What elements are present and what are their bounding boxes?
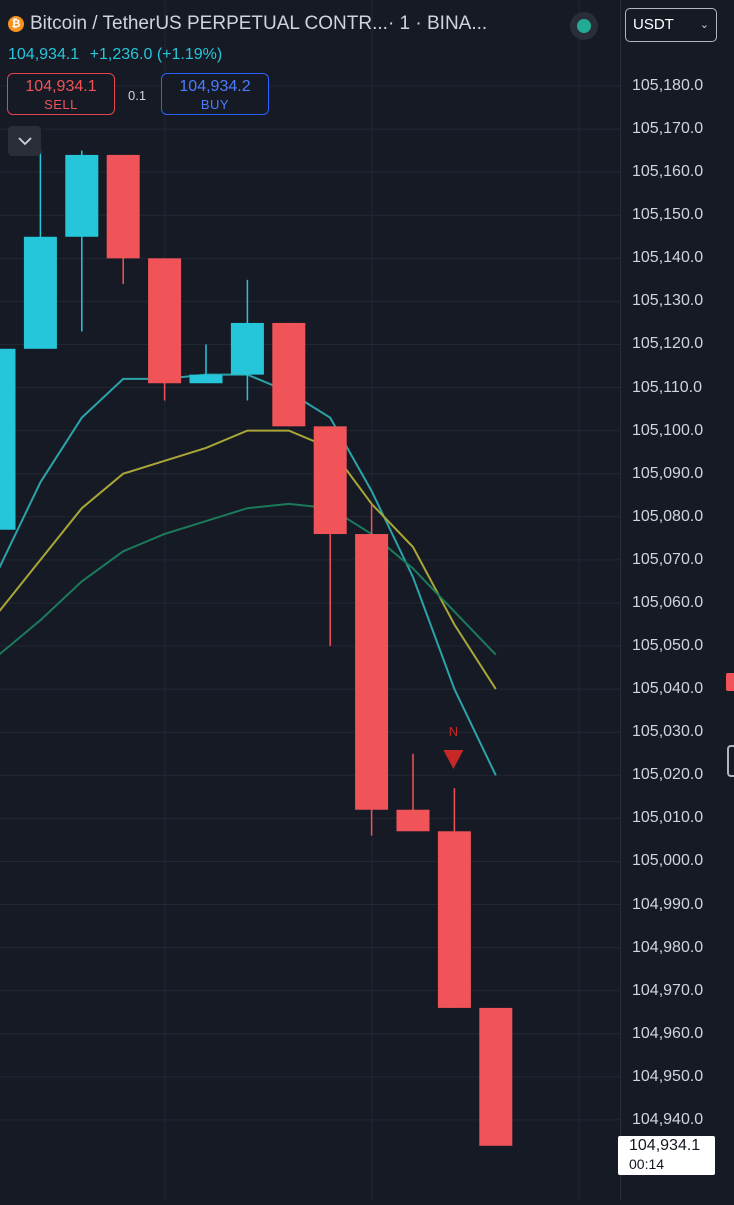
price-tick-label: 105,090.0 [632, 464, 704, 482]
candle-body [396, 809, 430, 832]
chart-area[interactable]: N [0, 0, 620, 1200]
price-tick-label: 105,060.0 [632, 593, 704, 611]
chart-header: ₿ Bitcoin / TetherUS PERPETUAL CONTR... … [0, 0, 620, 156]
candle [106, 154, 140, 285]
alert-handle[interactable] [727, 745, 734, 777]
sell-button[interactable]: 104,934.1 SELL [7, 73, 115, 115]
symbol-title: Bitcoin / TetherUS PERPETUAL CONTR... [30, 13, 388, 34]
price-tick-label: 105,100.0 [632, 421, 704, 439]
price-tick-label: 105,110.0 [632, 378, 702, 396]
price-axis[interactable]: 105,180.0 105,170.0 105,160.0 105,150.0 105,… [620, 0, 734, 1200]
candle-body [272, 322, 306, 427]
price-chart[interactable]: N [0, 0, 620, 1200]
market-status-icon[interactable] [570, 12, 598, 40]
candle [0, 348, 16, 530]
sell-label: SELL [44, 97, 78, 112]
price-tick-label: 104,990.0 [632, 895, 704, 913]
candle-countdown: 00:14 [629, 1156, 665, 1172]
candle-body [148, 258, 182, 384]
buy-button[interactable]: 104,934.2 BUY [161, 73, 269, 115]
price-tick-label: 105,020.0 [632, 766, 704, 784]
buy-label: BUY [200, 97, 230, 112]
candle [313, 426, 347, 647]
price-tick-label: 105,150.0 [632, 206, 704, 224]
price-tick-label: 105,030.0 [632, 723, 704, 741]
lot-size[interactable]: 0.1 [128, 88, 147, 103]
signal-label: N [449, 724, 458, 739]
current-price-value: 104,934.1 [629, 1137, 701, 1154]
candle [189, 344, 223, 384]
candle [148, 258, 182, 401]
quote-row: 104,934.1 +1,236.0 (+1.19%) [8, 46, 228, 64]
current-price-label: 104,934.1 00:14 [618, 1136, 715, 1175]
candle [437, 788, 471, 1008]
price-tick-label: 105,010.0 [632, 809, 704, 827]
candle [355, 503, 389, 836]
candle [479, 1007, 513, 1146]
price-tick-label: 105,080.0 [632, 507, 704, 525]
candle-body [189, 374, 223, 384]
ema-line [0, 502, 497, 656]
currency-value: USDT [633, 16, 674, 33]
price-tick-label: 105,040.0 [632, 680, 704, 698]
candle [230, 279, 264, 401]
price-tick-label: 105,140.0 [632, 249, 704, 267]
ema-line [0, 373, 497, 776]
candle [65, 150, 99, 332]
candle [272, 322, 306, 427]
price-tick-label: 105,170.0 [632, 120, 704, 138]
chevron-down-icon [17, 136, 32, 145]
sell-price: 104,934.1 [25, 78, 97, 95]
ema-line [0, 429, 497, 690]
candle-body [106, 154, 140, 259]
candle-body [355, 534, 389, 810]
candle-body [23, 236, 57, 349]
bitcoin-icon: ₿ [8, 16, 24, 32]
price-tick-label: 104,980.0 [632, 938, 704, 956]
price-tick-label: 105,180.0 [632, 77, 704, 94]
candle-body [0, 348, 16, 530]
last-price: 104,934.1 [8, 46, 80, 63]
price-tick-label: 105,120.0 [632, 335, 704, 353]
price-tick-label: 104,950.0 [632, 1067, 704, 1085]
price-tick-label: 104,940.0 [632, 1110, 704, 1128]
candle-body [437, 831, 471, 1008]
candle-body [230, 322, 264, 375]
price-change: +1,236.0 (+1.19%) [89, 46, 223, 63]
price-tick-label: 105,050.0 [632, 637, 704, 655]
signal-arrow-icon [443, 750, 464, 769]
candle-body [65, 154, 99, 237]
currency-select[interactable]: USDT ⌄ [625, 8, 717, 42]
buy-price: 104,934.2 [179, 78, 251, 95]
candle-body [313, 426, 347, 535]
ema-price-marker [726, 673, 734, 691]
symbol-title-row[interactable]: ₿ Bitcoin / TetherUS PERPETUAL CONTR... … [8, 13, 487, 35]
candle [396, 753, 430, 832]
price-tick-label: 105,160.0 [632, 163, 704, 181]
collapse-button[interactable] [8, 126, 41, 156]
price-tick-label: 104,970.0 [632, 981, 704, 999]
candle-body [479, 1007, 513, 1146]
price-tick-label: 105,130.0 [632, 292, 704, 310]
price-tick-label: 105,070.0 [632, 550, 704, 568]
price-tick-label: 105,000.0 [632, 852, 704, 870]
timeframe-exchange: · 1 · BINA... [387, 13, 488, 34]
candle [23, 150, 57, 349]
chevron-down-icon: ⌄ [699, 19, 709, 31]
price-tick-label: 104,960.0 [632, 1024, 704, 1042]
